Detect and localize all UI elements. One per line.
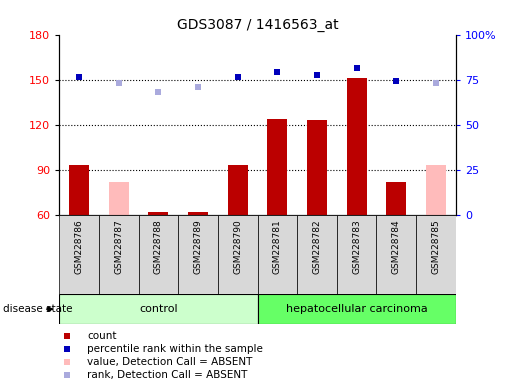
Bar bbox=[267, 119, 287, 215]
Point bbox=[273, 69, 281, 75]
Bar bbox=[416, 215, 456, 294]
Bar bbox=[69, 166, 89, 215]
Bar bbox=[258, 215, 297, 294]
Point bbox=[352, 65, 360, 71]
Point bbox=[154, 89, 163, 95]
Bar bbox=[188, 212, 208, 215]
Bar bbox=[228, 166, 248, 215]
Point bbox=[63, 346, 71, 352]
Point bbox=[313, 72, 321, 78]
Bar bbox=[109, 182, 129, 215]
Text: control: control bbox=[139, 304, 178, 314]
Bar bbox=[386, 182, 406, 215]
Bar bbox=[307, 120, 327, 215]
Bar bbox=[178, 215, 218, 294]
Text: count: count bbox=[87, 331, 116, 341]
Text: GSM228789: GSM228789 bbox=[194, 219, 202, 274]
Bar bbox=[347, 78, 367, 215]
Text: disease state: disease state bbox=[3, 304, 72, 314]
Title: GDS3087 / 1416563_at: GDS3087 / 1416563_at bbox=[177, 18, 338, 32]
Bar bbox=[258, 294, 456, 324]
Text: hepatocellular carcinoma: hepatocellular carcinoma bbox=[286, 304, 427, 314]
Text: GSM228781: GSM228781 bbox=[273, 219, 282, 274]
Bar bbox=[139, 215, 178, 294]
Text: GSM228790: GSM228790 bbox=[233, 219, 242, 274]
Text: percentile rank within the sample: percentile rank within the sample bbox=[87, 344, 263, 354]
Text: GSM228788: GSM228788 bbox=[154, 219, 163, 274]
Text: GSM228783: GSM228783 bbox=[352, 219, 361, 274]
Point bbox=[432, 79, 440, 86]
Text: GSM228785: GSM228785 bbox=[432, 219, 440, 274]
Bar bbox=[148, 212, 168, 215]
Bar bbox=[99, 215, 139, 294]
Point bbox=[392, 78, 401, 84]
Bar bbox=[59, 294, 258, 324]
Point bbox=[194, 84, 202, 90]
Point bbox=[63, 333, 71, 339]
Bar bbox=[376, 215, 416, 294]
Bar bbox=[218, 215, 258, 294]
Point bbox=[63, 359, 71, 365]
Bar bbox=[59, 215, 99, 294]
Point bbox=[75, 74, 83, 80]
Text: rank, Detection Call = ABSENT: rank, Detection Call = ABSENT bbox=[87, 370, 247, 380]
Text: value, Detection Call = ABSENT: value, Detection Call = ABSENT bbox=[87, 357, 252, 367]
Bar bbox=[426, 166, 446, 215]
Text: GSM228784: GSM228784 bbox=[392, 219, 401, 274]
Text: GSM228787: GSM228787 bbox=[114, 219, 123, 274]
Text: GSM228782: GSM228782 bbox=[313, 219, 321, 274]
Point bbox=[63, 372, 71, 378]
Point bbox=[234, 74, 242, 80]
Text: GSM228786: GSM228786 bbox=[75, 219, 83, 274]
Bar bbox=[337, 215, 376, 294]
Point bbox=[114, 79, 123, 86]
Bar bbox=[297, 215, 337, 294]
